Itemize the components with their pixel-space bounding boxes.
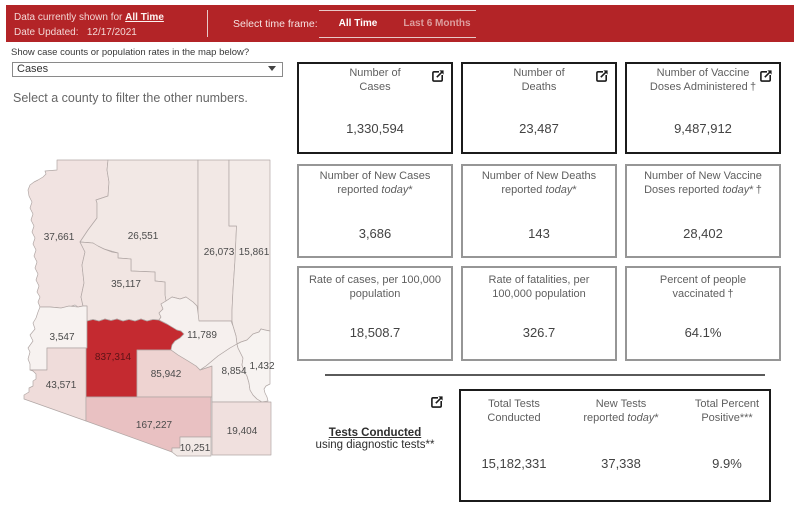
svg-text:3,547: 3,547 [49,332,74,343]
svg-text:85,942: 85,942 [151,369,182,380]
svg-text:11,789: 11,789 [187,330,217,341]
svg-text:35,117: 35,117 [111,279,141,290]
svg-text:837,314: 837,314 [95,352,132,363]
svg-text:1,432: 1,432 [249,361,274,372]
svg-text:43,571: 43,571 [46,380,77,391]
svg-text:167,227: 167,227 [136,420,173,431]
svg-text:15,861: 15,861 [239,247,270,258]
svg-text:26,073: 26,073 [204,247,235,258]
svg-text:8,854: 8,854 [221,366,246,377]
svg-text:19,404: 19,404 [227,426,258,437]
svg-text:37,661: 37,661 [44,232,75,243]
svg-text:26,551: 26,551 [128,231,159,242]
svg-text:10,251: 10,251 [180,443,211,454]
